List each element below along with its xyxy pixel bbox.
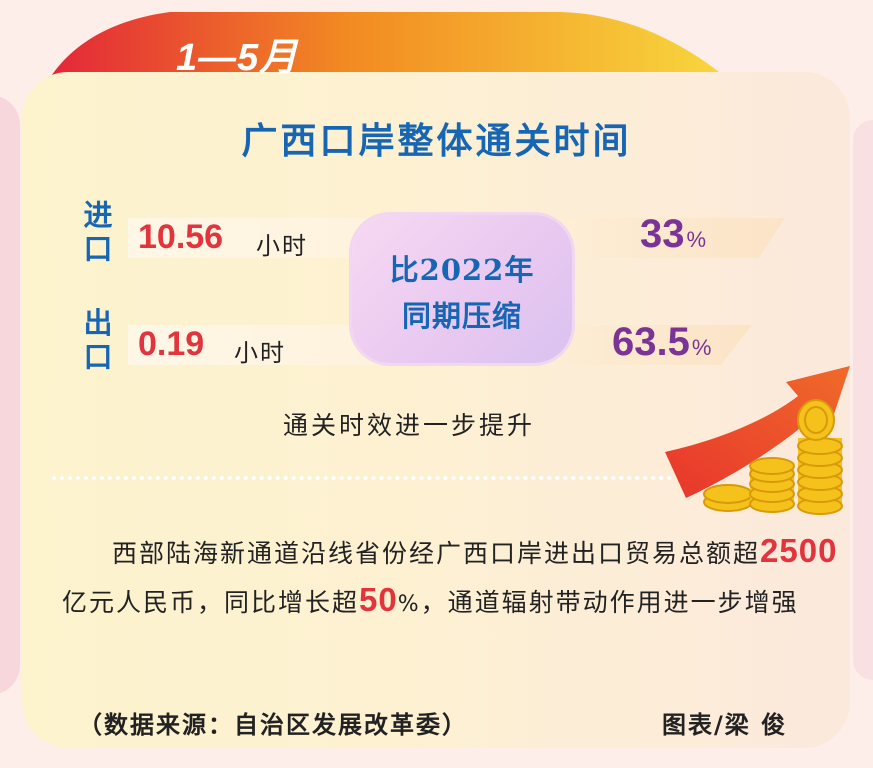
data-source: （数据来源：自治区发展改革委）: [78, 711, 468, 739]
page-title: 广西口岸整体通关时间: [241, 121, 632, 162]
export-time-unit: 小时: [234, 339, 286, 367]
export-time-value: 0.19: [138, 325, 205, 363]
export-reduction: 63.5%: [612, 320, 712, 364]
export-label: 出口: [83, 306, 113, 374]
period-title: 1—5月: [176, 37, 299, 79]
import-reduction: 33%: [640, 212, 707, 256]
import-label: 进口: [83, 198, 113, 266]
import-time-unit: 小时: [256, 232, 308, 260]
rising-arrow-icon: [665, 366, 850, 498]
subtitle: 通关时效进一步提升: [283, 411, 536, 440]
background-panel-left: [0, 95, 20, 695]
divider: [52, 476, 672, 480]
background-panel-right: [853, 120, 873, 680]
gold-coins-icon: [703, 399, 843, 515]
import-time-value: 10.56: [138, 218, 224, 256]
comparison-line2: 同期压缩: [401, 299, 522, 333]
trade-amount: 2500: [760, 532, 838, 569]
summary-paragraph: 西部陆海新通道沿线省份经广西口岸进出口贸易总额超2500亿元人民币，同比增长超5…: [62, 532, 838, 618]
growth-rate: 50: [359, 581, 398, 618]
comparison-line1: 比2022年: [389, 253, 535, 287]
graphic-credit: 图表/梁 俊: [662, 711, 788, 739]
comparison-badge: 比2022年 同期压缩: [352, 215, 572, 363]
content-card: [22, 72, 850, 748]
